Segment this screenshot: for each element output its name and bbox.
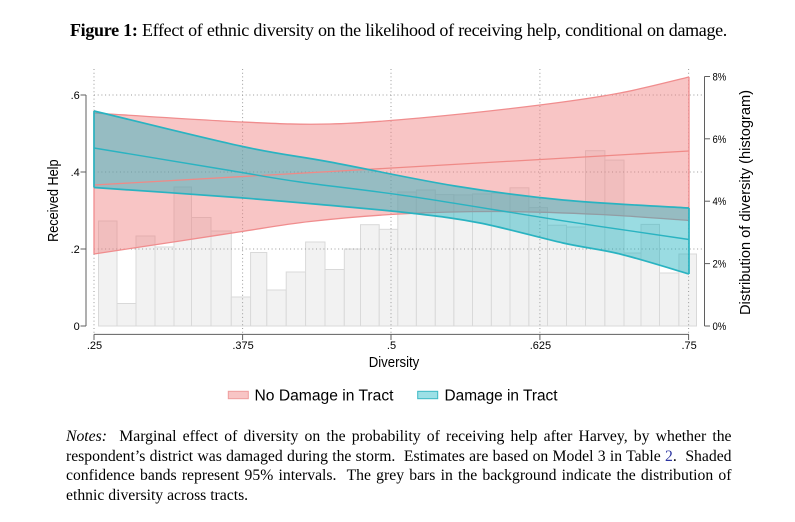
svg-text:Received Help: Received Help [46, 160, 62, 242]
svg-text:.2: .2 [71, 244, 80, 256]
svg-text:.25: .25 [87, 340, 102, 352]
svg-text:Distribution of diversity (his: Distribution of diversity (histogram) [738, 90, 754, 315]
svg-text:2%: 2% [713, 259, 727, 271]
svg-text:Damage in Tract: Damage in Tract [445, 388, 559, 405]
svg-text:.4: .4 [71, 167, 80, 179]
svg-text:Diversity: Diversity [369, 355, 420, 371]
svg-text:0%: 0% [713, 321, 727, 333]
svg-text:8%: 8% [713, 72, 727, 84]
svg-text:0: 0 [74, 321, 80, 333]
svg-text:.6: .6 [71, 90, 80, 102]
svg-text:.5: .5 [387, 340, 396, 352]
svg-text:6%: 6% [713, 134, 727, 146]
svg-text:4%: 4% [713, 196, 727, 208]
svg-text:.375: .375 [232, 340, 253, 352]
svg-text:.75: .75 [681, 340, 696, 352]
svg-text:No Damage in Tract: No Damage in Tract [255, 388, 395, 405]
svg-text:.625: .625 [530, 340, 551, 352]
